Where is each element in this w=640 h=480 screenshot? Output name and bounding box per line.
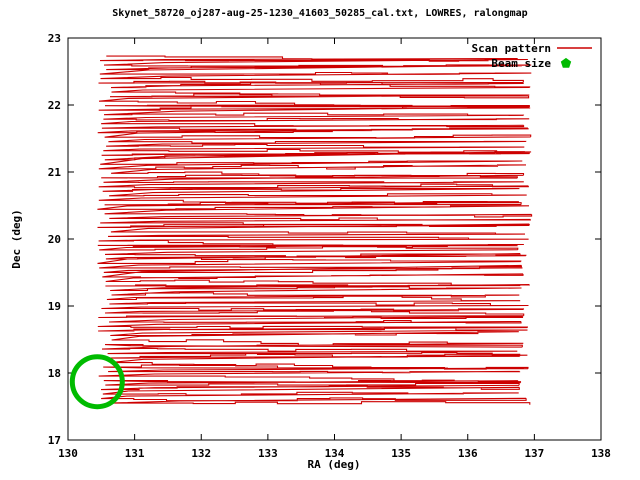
- legend-label-beam-size: Beam size: [491, 57, 551, 70]
- x-tick-label: 134: [325, 447, 345, 460]
- legend-swatch-beam-size: [560, 57, 572, 68]
- y-tick-label: 23: [48, 32, 61, 45]
- y-tick-label: 21: [48, 166, 62, 179]
- x-tick-label: 133: [258, 447, 278, 460]
- x-tick-label: 135: [391, 447, 411, 460]
- y-tick-label: 18: [48, 367, 61, 380]
- y-axis-ticks: 17 18 19 20 21 22 23: [48, 32, 601, 447]
- x-tick-label: 131: [125, 447, 145, 460]
- y-axis-label: Dec (deg): [10, 209, 23, 269]
- x-tick-label: 130: [58, 447, 78, 460]
- beam-size-circle: [69, 354, 125, 410]
- legend-label-scan-pattern: Scan pattern: [472, 42, 551, 55]
- x-axis-ticks: 130 131 132 133 134 135 136 137 138: [58, 38, 611, 460]
- scan-pattern-path: [97, 55, 533, 405]
- x-tick-label: 137: [524, 447, 544, 460]
- legend: Scan pattern Beam size: [472, 42, 592, 70]
- scan-pattern-series: [97, 55, 533, 405]
- x-tick-label: 132: [191, 447, 211, 460]
- y-tick-label: 17: [48, 434, 61, 447]
- page-title: Skynet_58720_oj287-aug-25-1230_41603_502…: [112, 8, 528, 19]
- x-axis-label: RA (deg): [308, 458, 361, 471]
- y-tick-label: 19: [48, 300, 61, 313]
- y-tick-label: 20: [48, 233, 61, 246]
- x-tick-label: 138: [591, 447, 611, 460]
- y-tick-label: 22: [48, 99, 61, 112]
- x-tick-label: 136: [458, 447, 478, 460]
